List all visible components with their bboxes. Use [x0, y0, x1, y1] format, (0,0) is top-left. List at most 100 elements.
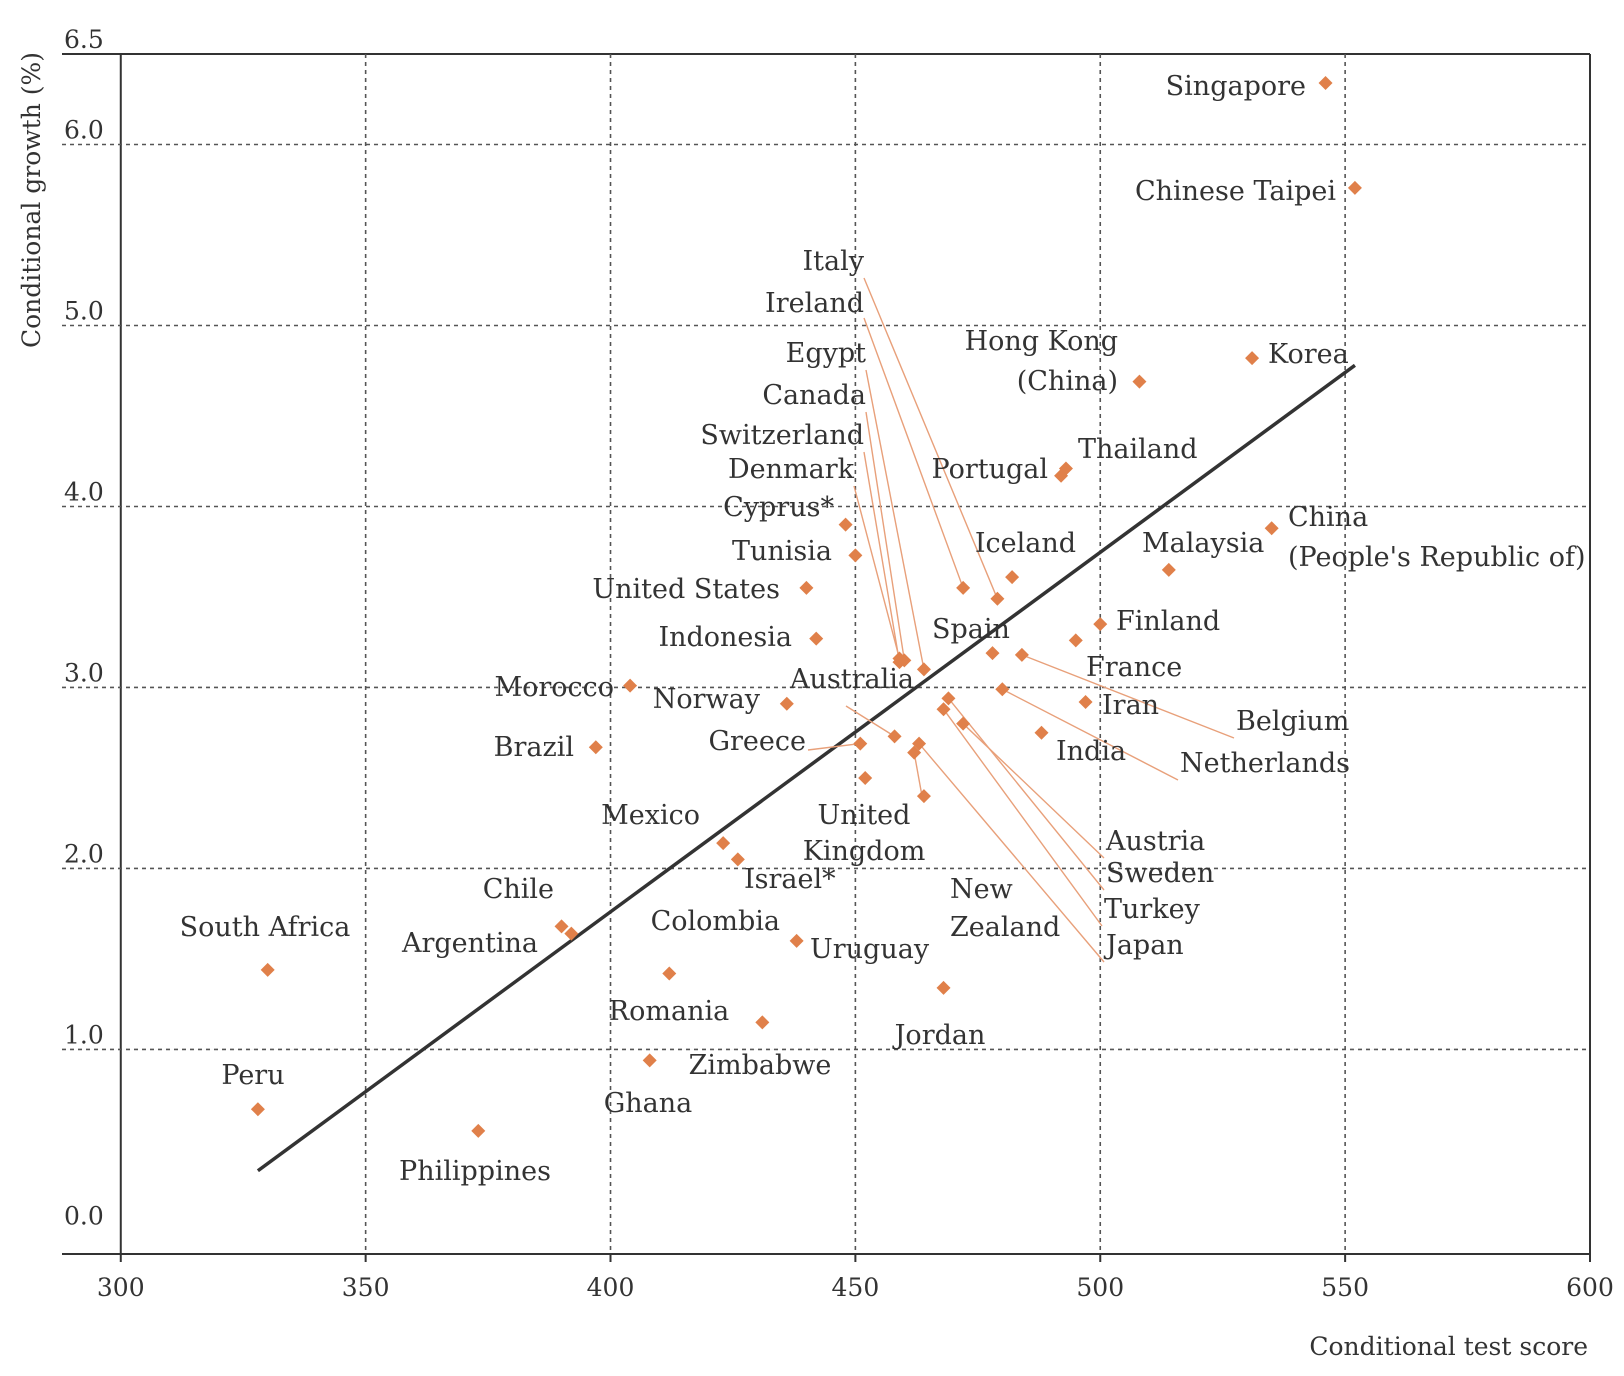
data-point — [916, 662, 931, 677]
data-point — [588, 740, 603, 755]
leader-line — [865, 369, 925, 670]
point-label: Norway — [653, 684, 761, 715]
data-point — [554, 919, 569, 934]
data-point — [887, 729, 902, 744]
leader-line — [863, 317, 964, 589]
point-label: Ghana — [604, 1088, 693, 1119]
point-label: Kingdom — [803, 836, 926, 867]
data-point — [1161, 562, 1176, 577]
leader-lines — [807, 277, 1235, 963]
data-point — [809, 631, 824, 646]
x-tick-label: 450 — [832, 1273, 880, 1302]
point-label: Ireland — [765, 288, 864, 319]
data-point — [1093, 617, 1108, 632]
y-tick-label: 6.5 — [64, 25, 104, 54]
y-tick-label: 3.0 — [64, 658, 104, 687]
y-tick-label: 4.0 — [64, 477, 104, 506]
data-point — [250, 1102, 265, 1117]
data-point — [260, 962, 275, 977]
y-tick-label: 5.0 — [64, 296, 104, 325]
data-point — [1347, 180, 1362, 195]
data-point — [1005, 570, 1020, 585]
data-point — [1245, 351, 1260, 366]
data-point — [755, 1015, 770, 1030]
point-label: (People's Republic of) — [1288, 542, 1586, 573]
data-point — [858, 770, 873, 785]
data-point — [956, 716, 971, 731]
leader-line — [853, 485, 901, 659]
point-label: United — [818, 800, 911, 831]
point-label: Indonesia — [658, 622, 792, 653]
data-point — [1132, 374, 1147, 389]
point-label: Cyprus* — [723, 492, 834, 523]
point-label: Turkey — [1104, 894, 1201, 925]
point-label: Belgium — [1236, 706, 1349, 737]
data-point — [1264, 521, 1279, 536]
data-point — [838, 517, 853, 532]
y-tick-label: 0.0 — [64, 1201, 104, 1230]
point-label: Italy — [802, 246, 864, 277]
data-point — [471, 1123, 486, 1138]
leader-line — [942, 708, 1103, 927]
data-point — [1014, 647, 1029, 662]
grid-lines — [62, 53, 1591, 1255]
point-label: Singapore — [1166, 71, 1306, 102]
data-point — [907, 745, 922, 760]
point-label: Austria — [1105, 826, 1205, 857]
leader-line — [947, 697, 1105, 891]
data-point — [916, 789, 931, 804]
point-labels: Singapore Chinese Taipei Italy Ireland Egypt… — [180, 71, 1586, 1187]
leader-line — [1021, 654, 1235, 739]
point-label: India — [1056, 736, 1126, 767]
data-point — [1068, 633, 1083, 648]
data-points — [250, 75, 1362, 1138]
point-label: Uruguay — [810, 934, 930, 965]
point-label: Denmark — [728, 454, 855, 485]
point-label: Mexico — [601, 800, 700, 831]
data-point — [1078, 694, 1093, 709]
data-point — [853, 736, 868, 751]
data-point — [956, 580, 971, 595]
point-label: Spain — [932, 614, 1010, 645]
point-label: Israel* — [744, 864, 836, 895]
point-label: Chinese Taipei — [1135, 176, 1336, 207]
leader-line — [918, 743, 1105, 963]
leader-line — [863, 277, 999, 600]
point-label: Zealand — [950, 912, 1060, 943]
point-label: New — [950, 874, 1013, 905]
data-point — [779, 696, 794, 711]
data-point — [662, 966, 677, 981]
y-tick-label: 6.0 — [64, 115, 104, 144]
leader-line — [913, 752, 923, 797]
data-point — [941, 691, 956, 706]
data-point — [564, 926, 579, 941]
x-tick-label: 500 — [1076, 1273, 1124, 1302]
point-label: Philippines — [399, 1156, 551, 1187]
point-label: Japan — [1103, 930, 1184, 961]
x-tick-label: 300 — [97, 1273, 145, 1302]
point-label: Canada — [762, 380, 866, 411]
point-label: Jordan — [892, 1020, 986, 1051]
point-label: Greece — [708, 726, 806, 757]
data-point — [1034, 725, 1049, 740]
point-label: Egypt — [786, 338, 867, 369]
point-label: Colombia — [651, 906, 780, 937]
point-label: Peru — [221, 1060, 284, 1091]
trend-line-group — [256, 363, 1356, 1173]
leader-line — [1001, 688, 1179, 781]
point-label: (China) — [1017, 366, 1118, 397]
point-label: Tunisia — [732, 536, 832, 567]
point-label: Romania — [609, 996, 729, 1027]
y-axis-title: Conditional growth (%) — [17, 52, 46, 348]
point-label: United States — [592, 574, 780, 605]
data-point — [848, 548, 863, 563]
point-label: Malaysia — [1142, 528, 1264, 559]
x-tick-label: 600 — [1566, 1273, 1614, 1302]
data-point — [642, 1053, 657, 1068]
data-point — [1054, 468, 1069, 483]
y-tick-label: 2.0 — [64, 839, 104, 868]
data-point — [716, 836, 731, 851]
leader-line — [807, 742, 861, 751]
x-tick-label: 400 — [587, 1273, 635, 1302]
